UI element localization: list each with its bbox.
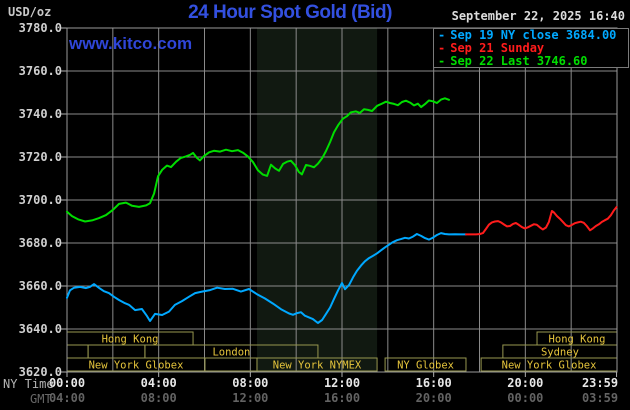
y-axis-unit-label: USD/oz xyxy=(8,5,52,19)
x-axis-gmt-label: GMT xyxy=(30,392,52,406)
legend: - Sep 19 NY close 3684.00 - Sep 21 Sunday … xyxy=(433,28,629,68)
x-tick-label-ny: 20:00 xyxy=(507,376,543,390)
session-box xyxy=(204,357,258,372)
session-label: London xyxy=(212,347,250,359)
x-tick-label-ny: 12:00 xyxy=(324,376,360,390)
chart-datetime: September 22, 2025 16:40 xyxy=(451,9,625,23)
legend-label-sep22: Sep 22 Last 3746.60 xyxy=(450,54,588,68)
price-line-sep21 xyxy=(465,206,618,236)
x-tick-label-gmt: 00:00 xyxy=(507,391,543,405)
x-tick-label-gmt: 16:00 xyxy=(324,391,360,405)
x-tick-label-ny: 08:00 xyxy=(232,376,268,390)
session-box xyxy=(384,357,467,372)
y-tick-label: 3640.0 xyxy=(19,322,62,336)
price-line-sep22 xyxy=(66,97,450,223)
legend-item-sep22: - Sep 22 Last 3746.60 xyxy=(438,55,628,68)
legend-dash-sep21: - xyxy=(438,41,446,55)
price-line-sep19 xyxy=(66,232,467,324)
x-tick-label-ny: 23:59 xyxy=(582,376,618,390)
x-tick-label-ny: 16:00 xyxy=(416,376,452,390)
x-tick-label-ny: 00:00 xyxy=(49,376,85,390)
x-tick-label-ny: 04:00 xyxy=(141,376,177,390)
session-label: New York NYMEX xyxy=(273,360,362,372)
legend-dash-sep22: - xyxy=(438,54,446,68)
y-tick-label: 3720.0 xyxy=(19,150,62,164)
legend-dash-sep19: - xyxy=(438,28,446,42)
kitco-watermark-link[interactable]: www.kitco.com xyxy=(69,34,193,53)
session-label: New York Globex xyxy=(89,360,184,372)
x-tick-label-gmt: 08:00 xyxy=(141,391,177,405)
y-tick-label: 3760.0 xyxy=(19,64,62,78)
x-axis-ny-time-label: NY Time xyxy=(3,377,54,391)
session-box xyxy=(256,357,378,372)
legend-label-sep21: Sep 21 Sunday xyxy=(450,41,545,55)
y-tick-label: 3620.0 xyxy=(19,365,62,379)
x-tick-label-gmt: 03:59 xyxy=(582,391,618,405)
legend-label-sep19: Sep 19 NY close 3684.00 xyxy=(450,28,617,42)
session-label: Hong Kong xyxy=(102,334,159,346)
y-tick-label: 3740.0 xyxy=(19,107,62,121)
session-label: New York Globex xyxy=(502,360,597,372)
session-box xyxy=(66,344,89,359)
y-tick-label: 3660.0 xyxy=(19,279,62,293)
chart-title: 24 Hour Spot Gold (Bid) xyxy=(188,2,392,23)
legend-item-sep21: - Sep 21 Sunday xyxy=(438,42,628,55)
x-tick-label-gmt: 20:00 xyxy=(416,391,452,405)
session-label: Hong Kong xyxy=(549,334,606,346)
session-box xyxy=(87,344,146,359)
y-tick-label: 3700.0 xyxy=(19,193,62,207)
session-label: Sydney xyxy=(541,347,579,359)
y-tick-label: 3680.0 xyxy=(19,236,62,250)
x-tick-label-gmt: 12:00 xyxy=(232,391,268,405)
legend-item-sep19: - Sep 19 NY close 3684.00 xyxy=(438,29,628,42)
y-tick-label: 3780.0 xyxy=(19,21,62,35)
x-tick-label-gmt: 04:00 xyxy=(49,391,85,405)
session-label: NY Globex xyxy=(397,360,454,372)
